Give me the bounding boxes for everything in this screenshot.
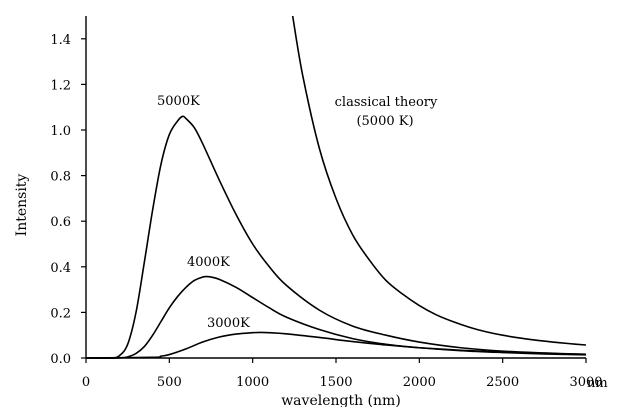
y-tick-label: 0.0 bbox=[50, 352, 71, 367]
y-tick-label: 0.8 bbox=[50, 170, 71, 185]
y-tick-label: 0.2 bbox=[50, 306, 71, 321]
label-3000k: 3000K bbox=[207, 316, 250, 331]
y-tick-label: 0.4 bbox=[50, 261, 71, 276]
series-line-5000k bbox=[86, 115, 586, 359]
x-axis-unit: nm bbox=[587, 376, 608, 391]
label-classical-temp: (5000 K) bbox=[356, 114, 413, 129]
x-tick-label: 1500 bbox=[319, 375, 352, 390]
label-4000k: 4000K bbox=[187, 255, 230, 270]
y-tick-label: 1.4 bbox=[50, 33, 71, 48]
y-tick-label: 1.0 bbox=[50, 124, 71, 139]
y-tick-label: 1.2 bbox=[50, 78, 71, 93]
y-tick-label: 0.6 bbox=[50, 215, 71, 230]
series-line-4000k bbox=[86, 275, 586, 359]
label-classical-theory: classical theory bbox=[335, 95, 438, 110]
curves bbox=[86, 16, 586, 359]
y-axis-title: Intensity bbox=[14, 174, 30, 237]
x-tick-label: 0 bbox=[82, 375, 90, 390]
label-5000k: 5000K bbox=[157, 94, 200, 109]
series-line-classical-theory-5000-k bbox=[291, 16, 586, 346]
x-tick-label: 3000 bbox=[569, 375, 602, 390]
x-tick-label: 2500 bbox=[486, 375, 519, 390]
x-tick-label: 500 bbox=[157, 375, 182, 390]
x-tick-label: 2000 bbox=[403, 375, 436, 390]
x-axis-title: wavelength (nm) bbox=[281, 393, 401, 407]
x-tick-label: 1000 bbox=[236, 375, 269, 390]
axis-ticks: 0 500 1000 1500 2000 2500 3000 0.0 0.2 0.4 0.6 0.8 1… bbox=[50, 33, 602, 390]
series-line-3000k bbox=[86, 331, 586, 359]
